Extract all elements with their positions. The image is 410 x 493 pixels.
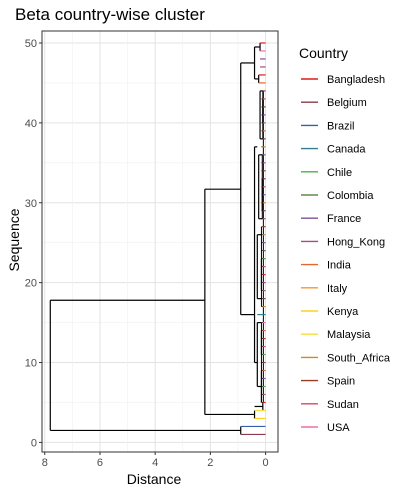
panel-background [42, 31, 278, 452]
legend-label: Hong_Kong [327, 236, 385, 248]
y-axis-ticks: 0 10 20 30 40 50 [25, 38, 42, 449]
panel-border [41, 30, 279, 453]
legend-label: Malaysia [327, 329, 371, 341]
dendrogram-leaves [240, 42, 266, 436]
legend-label: France [327, 213, 361, 225]
x-axis-title: Distance [127, 471, 182, 487]
legend-label: South_Africa [327, 352, 391, 364]
legend-label: India [327, 260, 352, 272]
legend: Country Bangladesh Belgium Brazil Canada Chi… [299, 45, 391, 434]
legend-label: Belgium [327, 97, 367, 109]
legend-label: Sudan [327, 399, 359, 411]
legend-label: Brazil [327, 120, 355, 132]
x-tick-label: 6 [97, 457, 103, 469]
y-axis-title: Sequence [6, 208, 22, 271]
x-tick-label: 4 [152, 457, 158, 469]
y-tick-label: 10 [25, 358, 37, 370]
legend-items: Bangladesh Belgium Brazil Canada Chile Colomb… [301, 74, 391, 434]
x-tick-label: 8 [42, 457, 48, 469]
dendrogram-branches [49, 42, 264, 435]
y-tick-label: 40 [25, 118, 37, 130]
legend-label: USA [327, 422, 350, 434]
y-tick-label: 30 [25, 198, 37, 210]
legend-label: Chile [327, 167, 352, 179]
y-tick-label: 20 [25, 278, 37, 290]
legend-label: Italy [327, 283, 348, 295]
legend-label: Bangladesh [327, 74, 385, 86]
grid [42, 31, 278, 452]
legend-label: Canada [327, 144, 366, 156]
legend-label: Kenya [327, 306, 359, 318]
x-tick-label: 0 [263, 457, 269, 469]
x-axis-ticks: 8 6 4 2 0 [42, 452, 269, 469]
plot-panel [41, 30, 279, 453]
legend-label: Colombia [327, 190, 374, 202]
x-tick-label: 2 [207, 457, 213, 469]
y-tick-label: 0 [31, 437, 37, 449]
chart-title: Beta country-wise cluster [15, 5, 205, 24]
legend-title: Country [299, 45, 348, 61]
legend-label: Spain [327, 376, 355, 388]
y-tick-label: 50 [25, 38, 37, 50]
